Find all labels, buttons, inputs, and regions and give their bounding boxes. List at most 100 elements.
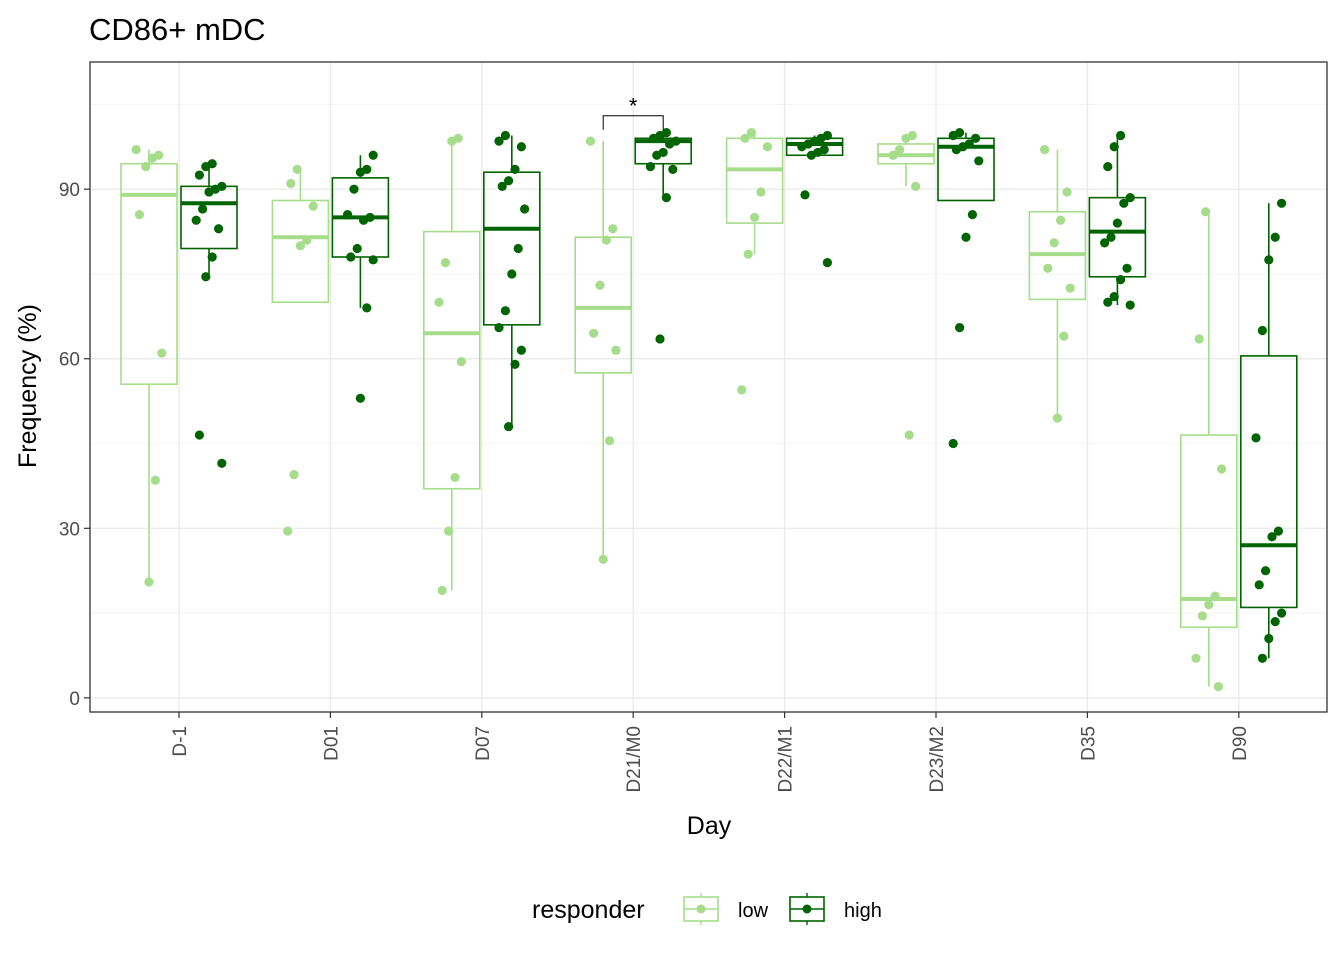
- point-low: [308, 201, 318, 211]
- point-high: [822, 258, 833, 268]
- point-high: [971, 133, 981, 143]
- point-high: [1109, 291, 1119, 302]
- point-low: [141, 161, 151, 172]
- point-high: [1273, 526, 1283, 536]
- box-high: [331, 155, 390, 308]
- point-high: [201, 272, 211, 282]
- point-high: [1277, 608, 1287, 618]
- point-low: [1194, 334, 1204, 344]
- box-iqr: [271, 199, 330, 304]
- legend-key-low: [683, 893, 719, 925]
- point-high: [649, 133, 659, 143]
- point-low: [1191, 653, 1201, 663]
- point-high: [352, 243, 362, 254]
- significance-bracket: [602, 115, 664, 130]
- point-high: [520, 204, 530, 214]
- point-low: [1197, 611, 1207, 621]
- point-high: [346, 252, 356, 262]
- box-iqr: [482, 171, 541, 326]
- x-tick-label: D35: [1078, 726, 1099, 761]
- point-low: [302, 235, 312, 245]
- point-low: [1056, 215, 1066, 225]
- legend-key-point: [802, 904, 812, 914]
- point-high: [797, 142, 807, 152]
- point-high: [355, 393, 365, 403]
- point-low: [144, 577, 154, 587]
- x-axis: D-1 D01 D07 D21/M0 D22/M1 D23/M2 D35 D90: [170, 712, 1251, 793]
- point-high: [1109, 142, 1119, 152]
- point-high: [1264, 255, 1274, 265]
- box-low: [422, 138, 481, 591]
- legend-label-high: high: [844, 900, 882, 922]
- point-low: [904, 430, 914, 440]
- point-high: [951, 145, 962, 155]
- point-low: [157, 348, 167, 358]
- y-tick-label: 0: [69, 689, 80, 710]
- point-high: [359, 215, 369, 225]
- point-high: [194, 170, 204, 180]
- point-low: [911, 181, 921, 191]
- box-iqr: [422, 230, 481, 490]
- point-low: [888, 150, 898, 160]
- point-low: [1213, 681, 1223, 692]
- point-low: [598, 554, 608, 564]
- point-low: [437, 585, 447, 596]
- point-low: [150, 475, 160, 485]
- point-low: [440, 258, 450, 268]
- point-low: [131, 145, 141, 155]
- point-high: [655, 334, 665, 344]
- legend-key-point: [696, 904, 706, 914]
- significance-label: *: [629, 94, 638, 119]
- point-high: [1119, 198, 1129, 208]
- point-high: [806, 150, 817, 160]
- point-high: [955, 323, 965, 333]
- point-low: [585, 136, 596, 146]
- point-high: [665, 139, 675, 149]
- point-high: [1122, 263, 1132, 273]
- point-low: [1043, 263, 1053, 273]
- point-high: [1106, 232, 1116, 242]
- point-high: [1264, 633, 1274, 644]
- box-iqr: [1180, 434, 1238, 629]
- point-low: [589, 328, 599, 338]
- point-low: [283, 526, 293, 536]
- point-high: [355, 167, 365, 177]
- point-high: [497, 181, 507, 191]
- point-high: [645, 161, 656, 172]
- point-high: [201, 161, 211, 172]
- point-low: [450, 472, 460, 483]
- point-low: [743, 249, 753, 259]
- box-iqr: [725, 137, 784, 224]
- point-high: [368, 150, 378, 160]
- x-tick-label: D23/M2: [927, 726, 948, 793]
- point-high: [1103, 161, 1113, 172]
- point-high: [516, 345, 527, 355]
- box-iqr: [180, 185, 238, 250]
- point-high: [1112, 218, 1122, 228]
- point-high: [652, 150, 662, 160]
- boxes: [120, 132, 1298, 687]
- y-tick-label: 60: [59, 350, 80, 371]
- point-high: [368, 255, 378, 265]
- legend-key-high: [789, 893, 825, 925]
- box-low: [574, 141, 633, 560]
- chart-title: CD86+ mDC: [89, 12, 266, 47]
- box-high: [1240, 203, 1298, 659]
- point-low: [595, 280, 605, 290]
- point-high: [1116, 275, 1126, 285]
- box-low: [877, 135, 935, 187]
- point-high: [204, 187, 214, 197]
- point-low: [1052, 413, 1062, 423]
- point-high: [1257, 653, 1267, 663]
- point-low: [289, 470, 299, 480]
- point-high: [510, 164, 520, 174]
- point-low: [611, 345, 621, 355]
- point-low: [286, 178, 296, 189]
- point-high: [198, 204, 208, 214]
- point-low: [762, 142, 773, 152]
- point-high: [510, 359, 520, 369]
- y-tick-label: 30: [59, 519, 80, 540]
- point-high: [494, 136, 504, 146]
- point-high: [1125, 300, 1135, 310]
- point-high: [214, 224, 224, 234]
